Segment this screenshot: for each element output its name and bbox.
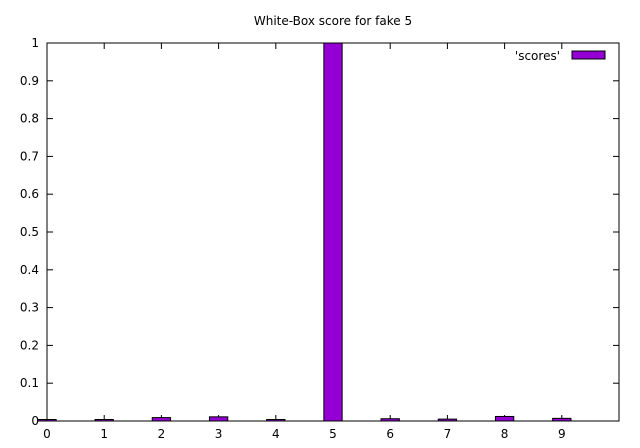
chart-title: White-Box score for fake 5 <box>254 14 412 28</box>
y-tick-label: 0.6 <box>20 187 39 201</box>
plot-frame <box>46 42 620 422</box>
y-tick-label: 0.2 <box>20 338 39 352</box>
x-tick-label: 2 <box>158 427 166 441</box>
x-tick-label: 7 <box>444 427 452 441</box>
y-tick-label: 0 <box>31 414 39 428</box>
x-tick-label: 6 <box>386 427 394 441</box>
x-tick-label: 3 <box>215 427 223 441</box>
legend-label: 'scores' <box>515 49 560 63</box>
legend: 'scores' <box>515 49 606 63</box>
bar-series <box>37 42 572 422</box>
bar-8 <box>494 415 515 422</box>
y-tick-label: 0.5 <box>20 225 39 239</box>
y-tick-label: 0.3 <box>20 301 39 315</box>
bar-3 <box>208 416 229 422</box>
bar-2 <box>151 417 172 422</box>
y-tick-label: 0.4 <box>20 263 39 277</box>
y-tick-label: 1 <box>31 36 39 50</box>
x-tick-label: 0 <box>43 427 51 441</box>
x-tick-label: 1 <box>100 427 108 441</box>
x-tick-label: 8 <box>501 427 509 441</box>
legend-swatch <box>571 50 606 60</box>
y-axis: 0 0.1 0.2 0.3 0.4 0.5 0.6 0.7 0.8 0.9 1 <box>20 36 619 428</box>
y-tick-label: 0.9 <box>20 74 39 88</box>
x-tick-label: 4 <box>272 427 280 441</box>
x-tick-label: 5 <box>329 427 337 441</box>
y-tick-label: 0.1 <box>20 376 39 390</box>
bar-5 <box>323 42 343 422</box>
y-tick-label: 0.7 <box>20 149 39 163</box>
y-tick-label: 0.8 <box>20 112 39 126</box>
x-tick-label: 9 <box>558 427 566 441</box>
x-axis: 0 1 2 3 4 5 6 7 8 9 <box>43 43 566 441</box>
